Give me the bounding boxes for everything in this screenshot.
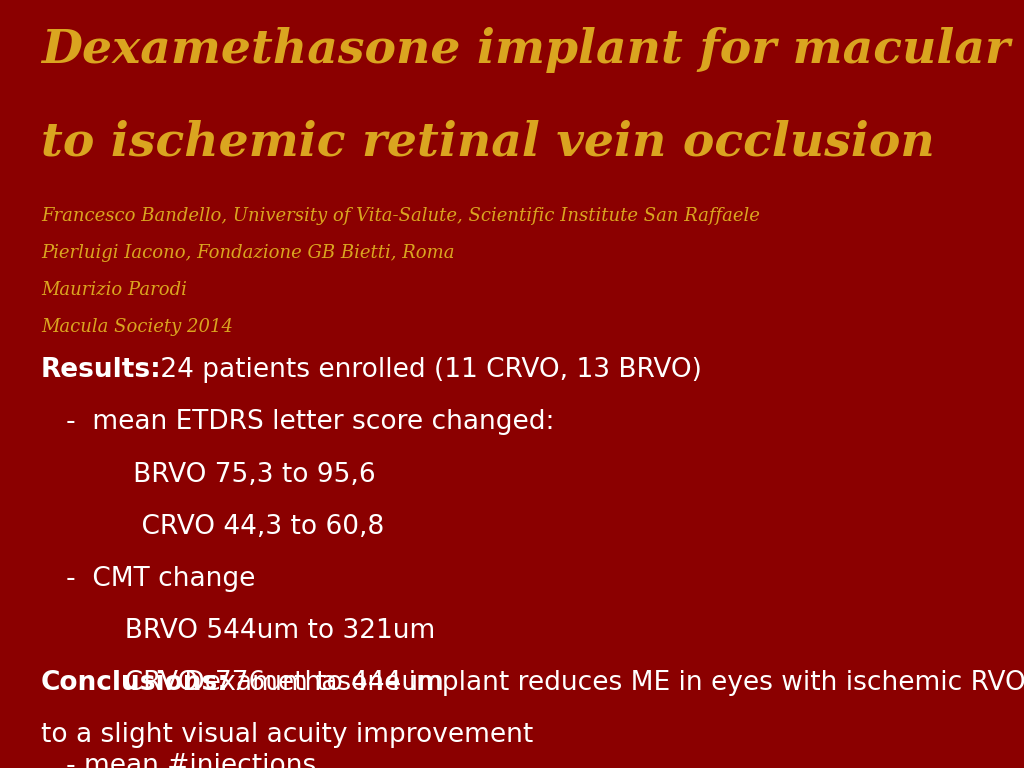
- Text: to ischemic retinal vein occlusion: to ischemic retinal vein occlusion: [41, 119, 935, 165]
- Text: - mean #injections: - mean #injections: [41, 753, 316, 768]
- Text: BRVO 75,3 to 95,6: BRVO 75,3 to 95,6: [41, 462, 376, 488]
- Text: Macula Society 2014: Macula Society 2014: [41, 318, 233, 336]
- Text: 24 patients enrolled (11 CRVO, 13 BRVO): 24 patients enrolled (11 CRVO, 13 BRVO): [152, 357, 701, 383]
- Text: Pierluigi Iacono, Fondazione GB Bietti, Roma: Pierluigi Iacono, Fondazione GB Bietti, …: [41, 244, 455, 262]
- Text: Conclusions:: Conclusions:: [41, 670, 228, 696]
- Text: to a slight visual acuity improvement: to a slight visual acuity improvement: [41, 722, 534, 748]
- Text: Francesco Bandello, University of Vita-Salute, Scientific Institute San Raffaele: Francesco Bandello, University of Vita-S…: [41, 207, 760, 225]
- Text: -  mean ETDRS letter score changed:: - mean ETDRS letter score changed:: [41, 409, 554, 435]
- Text: CRVO  776um to 444um: CRVO 776um to 444um: [41, 670, 443, 697]
- Text: Dexamethasone implant reduces ME in eyes with ischemic RVO’s, leading: Dexamethasone implant reduces ME in eyes…: [176, 670, 1024, 696]
- Text: Maurizio Parodi: Maurizio Parodi: [41, 281, 186, 299]
- Text: CRVO 44,3 to 60,8: CRVO 44,3 to 60,8: [41, 514, 384, 540]
- Text: BRVO 544um to 321um: BRVO 544um to 321um: [41, 618, 435, 644]
- Text: Results:: Results:: [41, 357, 162, 383]
- Text: Dexamethasone implant for macular edema secondary: Dexamethasone implant for macular edema …: [41, 27, 1024, 74]
- Text: -  CMT change: - CMT change: [41, 566, 255, 592]
